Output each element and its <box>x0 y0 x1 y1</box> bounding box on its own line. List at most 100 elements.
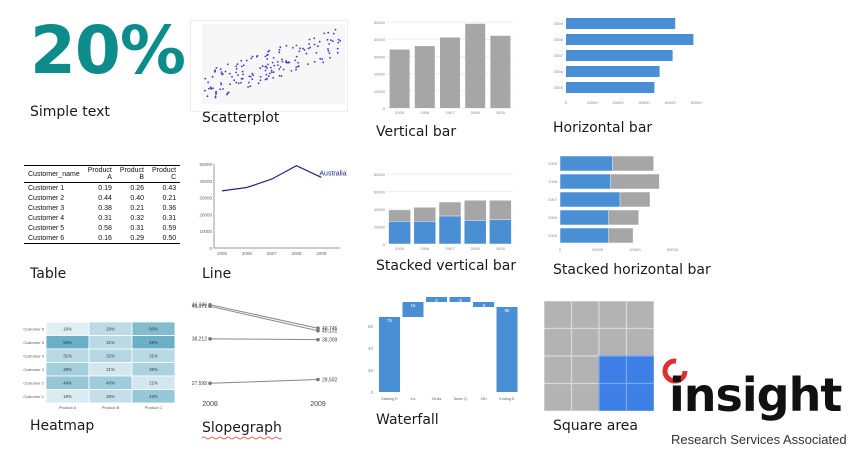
caption-stacked-vertical-bar: Stacked vertical bar <box>376 258 517 274</box>
x-tick-label: 2007 <box>446 110 456 115</box>
slope-line <box>209 305 319 332</box>
y-tick-label: 40000 <box>199 179 212 184</box>
scatter-point <box>269 72 271 75</box>
bar-value-label: -5 <box>482 303 486 308</box>
scatter-point <box>240 65 243 68</box>
scatter-point <box>212 87 214 90</box>
scatter-point <box>305 52 308 55</box>
cell-value: 16% <box>63 327 72 332</box>
waterfall-bar <box>426 297 447 302</box>
x-tick-label: Ending E <box>499 397 515 401</box>
bar-value-label: 5 <box>435 298 438 303</box>
scatter-point <box>337 41 340 44</box>
bar-segment-base <box>438 215 462 245</box>
y-tick-label: 2007 <box>548 197 558 202</box>
bar <box>440 37 460 109</box>
scatter-point <box>273 64 276 67</box>
scatter-point <box>207 81 209 84</box>
table-cell: Customer 4 <box>28 214 65 222</box>
scatter-point <box>327 50 330 52</box>
x-tick-label: 2006 <box>420 246 430 251</box>
scatter-point <box>332 32 335 35</box>
scatter-point <box>241 77 244 80</box>
scatter-point <box>214 96 217 99</box>
scatter-point <box>264 78 267 81</box>
bar <box>566 34 694 45</box>
scatter-point <box>224 70 227 73</box>
bar <box>566 18 676 29</box>
end-value-label: 40,131 <box>322 329 338 335</box>
scatter-point <box>235 68 238 70</box>
scatter-point <box>287 61 289 64</box>
row-label: Customer 6 <box>23 327 44 332</box>
y-tick-label: 2005 <box>554 85 564 90</box>
y-tick-label: 20000 <box>374 72 386 77</box>
x-tick-label: 20000 <box>612 100 624 105</box>
scatter-point <box>261 65 264 68</box>
slope-point <box>208 304 212 309</box>
scatter-point <box>279 46 282 48</box>
scatter-point <box>307 47 310 50</box>
y-tick-label: 0 <box>383 106 386 111</box>
table-cell: 0.21 <box>130 204 144 212</box>
table-header: Product B <box>115 165 148 183</box>
scatter-point <box>307 63 309 65</box>
x-label: 2009 <box>310 401 326 408</box>
table-cell: Customer 5 <box>28 224 65 232</box>
scatter-point <box>328 52 331 54</box>
scatter-point <box>267 63 269 66</box>
table-cell: 0.16 <box>83 233 116 244</box>
x-tick-label: 2009 <box>496 246 506 251</box>
scatter-point <box>235 81 238 84</box>
scatter-point <box>309 46 312 49</box>
scatter-point <box>330 39 332 41</box>
slope-point <box>316 337 320 342</box>
column-label: Product C <box>145 405 163 410</box>
table-cell: 0.31 <box>130 224 144 232</box>
table-row: Customer 1 0.19 0.26 0.43 <box>24 183 180 194</box>
cell-value: 50% <box>149 327 158 332</box>
scatter-point <box>298 50 301 53</box>
scatter-point <box>270 66 272 69</box>
bar <box>414 46 435 108</box>
scatter-point <box>313 37 316 40</box>
y-tick-label: 50000 <box>199 162 212 167</box>
scatter-point <box>280 75 283 77</box>
scatter-point <box>264 55 267 58</box>
scatter-point <box>303 49 306 51</box>
table-cell: 0.26 <box>130 184 144 192</box>
caption-line: Line <box>202 266 232 282</box>
square-cell <box>625 301 654 330</box>
scatter-point <box>288 61 291 64</box>
x-tick-label: 40000 <box>664 100 676 105</box>
cell-value: 21% <box>149 381 158 386</box>
scatter-point <box>276 61 279 63</box>
waterfall-thumbnail: 60 40 20 0 75 Starting E 15 Inc 5 Tanks -5 Tanks Q -… <box>365 296 525 408</box>
stacked-horizontal-bar-thumbnail: 2009 2008 2007 2006 2005 0 20000 40000 60000 <box>540 154 700 258</box>
waterfall-bar <box>402 302 424 317</box>
scatter-point <box>206 95 209 98</box>
scatter-point <box>270 69 273 72</box>
scatter-point <box>308 38 311 41</box>
y-tick-label: 30000 <box>374 54 386 59</box>
scatter-point <box>319 57 322 60</box>
scatter-point <box>251 55 254 58</box>
caption-simple-text: Simple text <box>30 104 110 120</box>
cell-value: 31% <box>106 340 115 345</box>
scatter-point <box>339 39 342 42</box>
bar-segment-base <box>388 221 411 245</box>
y-tick-label: 2008 <box>554 37 564 42</box>
scatter-point <box>226 93 228 96</box>
scatter-point <box>237 74 239 76</box>
x-tick-label: 2009 <box>316 251 327 256</box>
slope-point <box>208 337 212 341</box>
scatter-point <box>337 38 340 41</box>
scatter-point <box>328 43 331 45</box>
y-tick-label: 2007 <box>554 53 564 58</box>
scatter-point <box>278 68 281 70</box>
y-tick-label: 2005 <box>548 233 558 238</box>
scatter-point <box>323 32 326 35</box>
scatter-point <box>228 72 231 75</box>
y-tick-label: 0 <box>209 246 212 251</box>
y-tick-label: 10000 <box>199 229 212 234</box>
